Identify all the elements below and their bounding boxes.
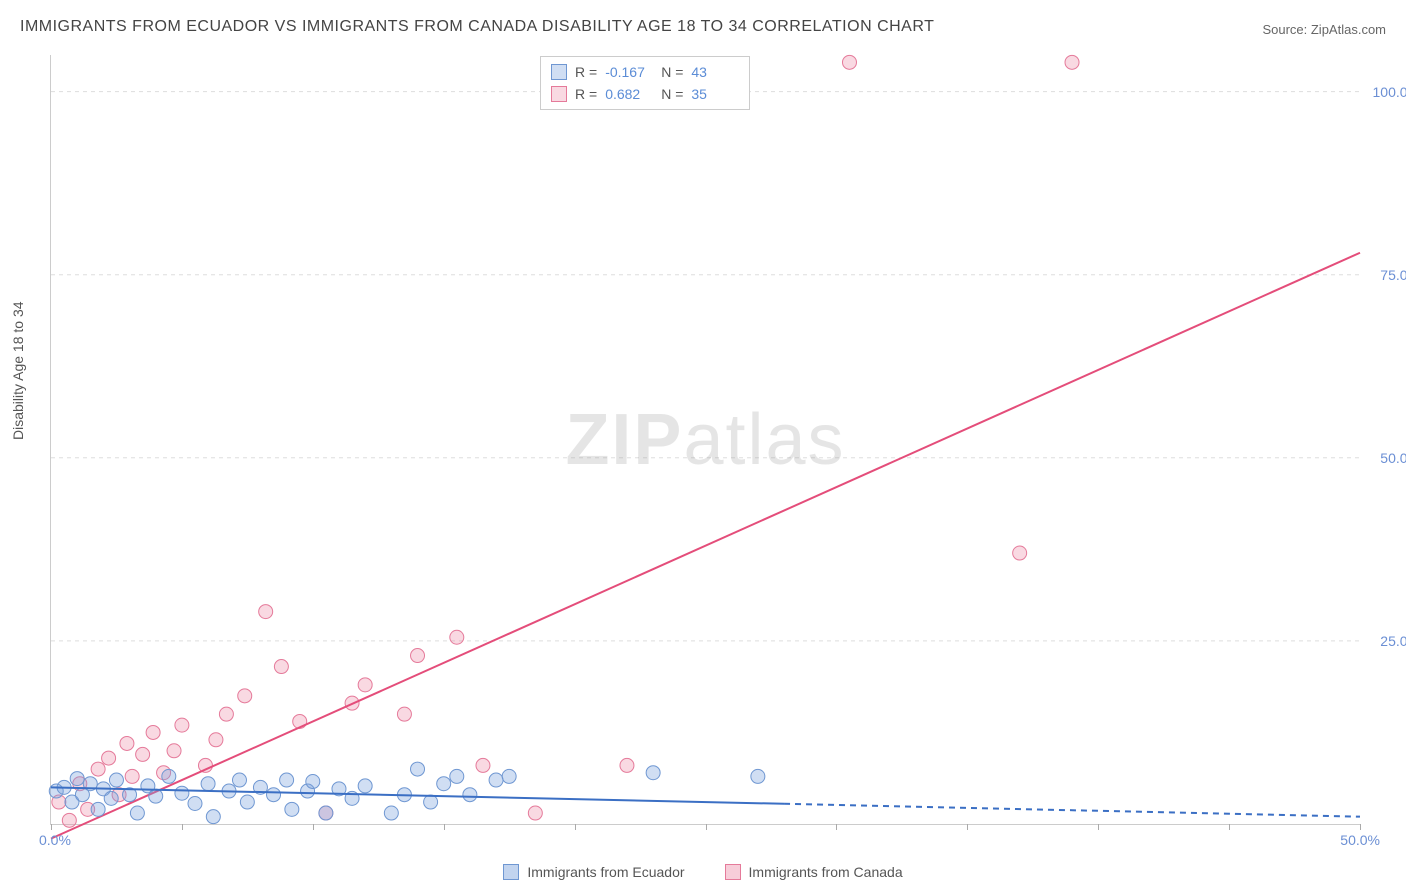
stat-r-ecuador: -0.167 [605, 61, 653, 83]
legend-item-ecuador: Immigrants from Ecuador [503, 864, 684, 880]
stats-row-canada: R = 0.682 N = 35 [551, 83, 739, 105]
stat-r-canada: 0.682 [605, 83, 653, 105]
x-max-label: 50.0% [1340, 832, 1380, 848]
x-tick [182, 824, 183, 830]
x-tick [967, 824, 968, 830]
stat-n-ecuador: 43 [691, 61, 739, 83]
x-tick [575, 824, 576, 830]
x-tick [1360, 824, 1361, 830]
source-attribution: Source: ZipAtlas.com [1262, 22, 1386, 37]
stats-swatch-ecuador [551, 64, 567, 80]
stat-r-label: R = [575, 61, 597, 83]
stats-row-ecuador: R = -0.167 N = 43 [551, 61, 739, 83]
y-tick-label: 100.0% [1365, 84, 1406, 100]
x-tick [1229, 824, 1230, 830]
stats-swatch-canada [551, 86, 567, 102]
y-axis-label: Disability Age 18 to 34 [10, 301, 26, 440]
x-tick [444, 824, 445, 830]
y-tick-label: 25.0% [1365, 633, 1406, 649]
stat-n-label: N = [661, 61, 683, 83]
stats-legend-box: R = -0.167 N = 43 R = 0.682 N = 35 [540, 56, 750, 110]
stat-r-label: R = [575, 83, 597, 105]
plot-area: ZIPatlas 0.0% 50.0% 25.0%50.0%75.0%100.0… [50, 55, 1360, 825]
legend-swatch-ecuador [503, 864, 519, 880]
stat-n-canada: 35 [691, 83, 739, 105]
x-tick [313, 824, 314, 830]
x-tick [836, 824, 837, 830]
y-tick-label: 75.0% [1365, 267, 1406, 283]
bottom-legend: Immigrants from Ecuador Immigrants from … [0, 864, 1406, 880]
legend-item-canada: Immigrants from Canada [725, 864, 903, 880]
legend-label-canada: Immigrants from Canada [749, 864, 903, 880]
stat-n-label: N = [661, 83, 683, 105]
chart-title: IMMIGRANTS FROM ECUADOR VS IMMIGRANTS FR… [20, 18, 934, 36]
x-tick [1098, 824, 1099, 830]
legend-label-ecuador: Immigrants from Ecuador [527, 864, 684, 880]
x-tick [706, 824, 707, 830]
x-tick [51, 824, 52, 830]
legend-swatch-canada [725, 864, 741, 880]
plot-svg [51, 55, 1360, 824]
x-origin-label: 0.0% [39, 832, 71, 848]
y-tick-label: 50.0% [1365, 450, 1406, 466]
